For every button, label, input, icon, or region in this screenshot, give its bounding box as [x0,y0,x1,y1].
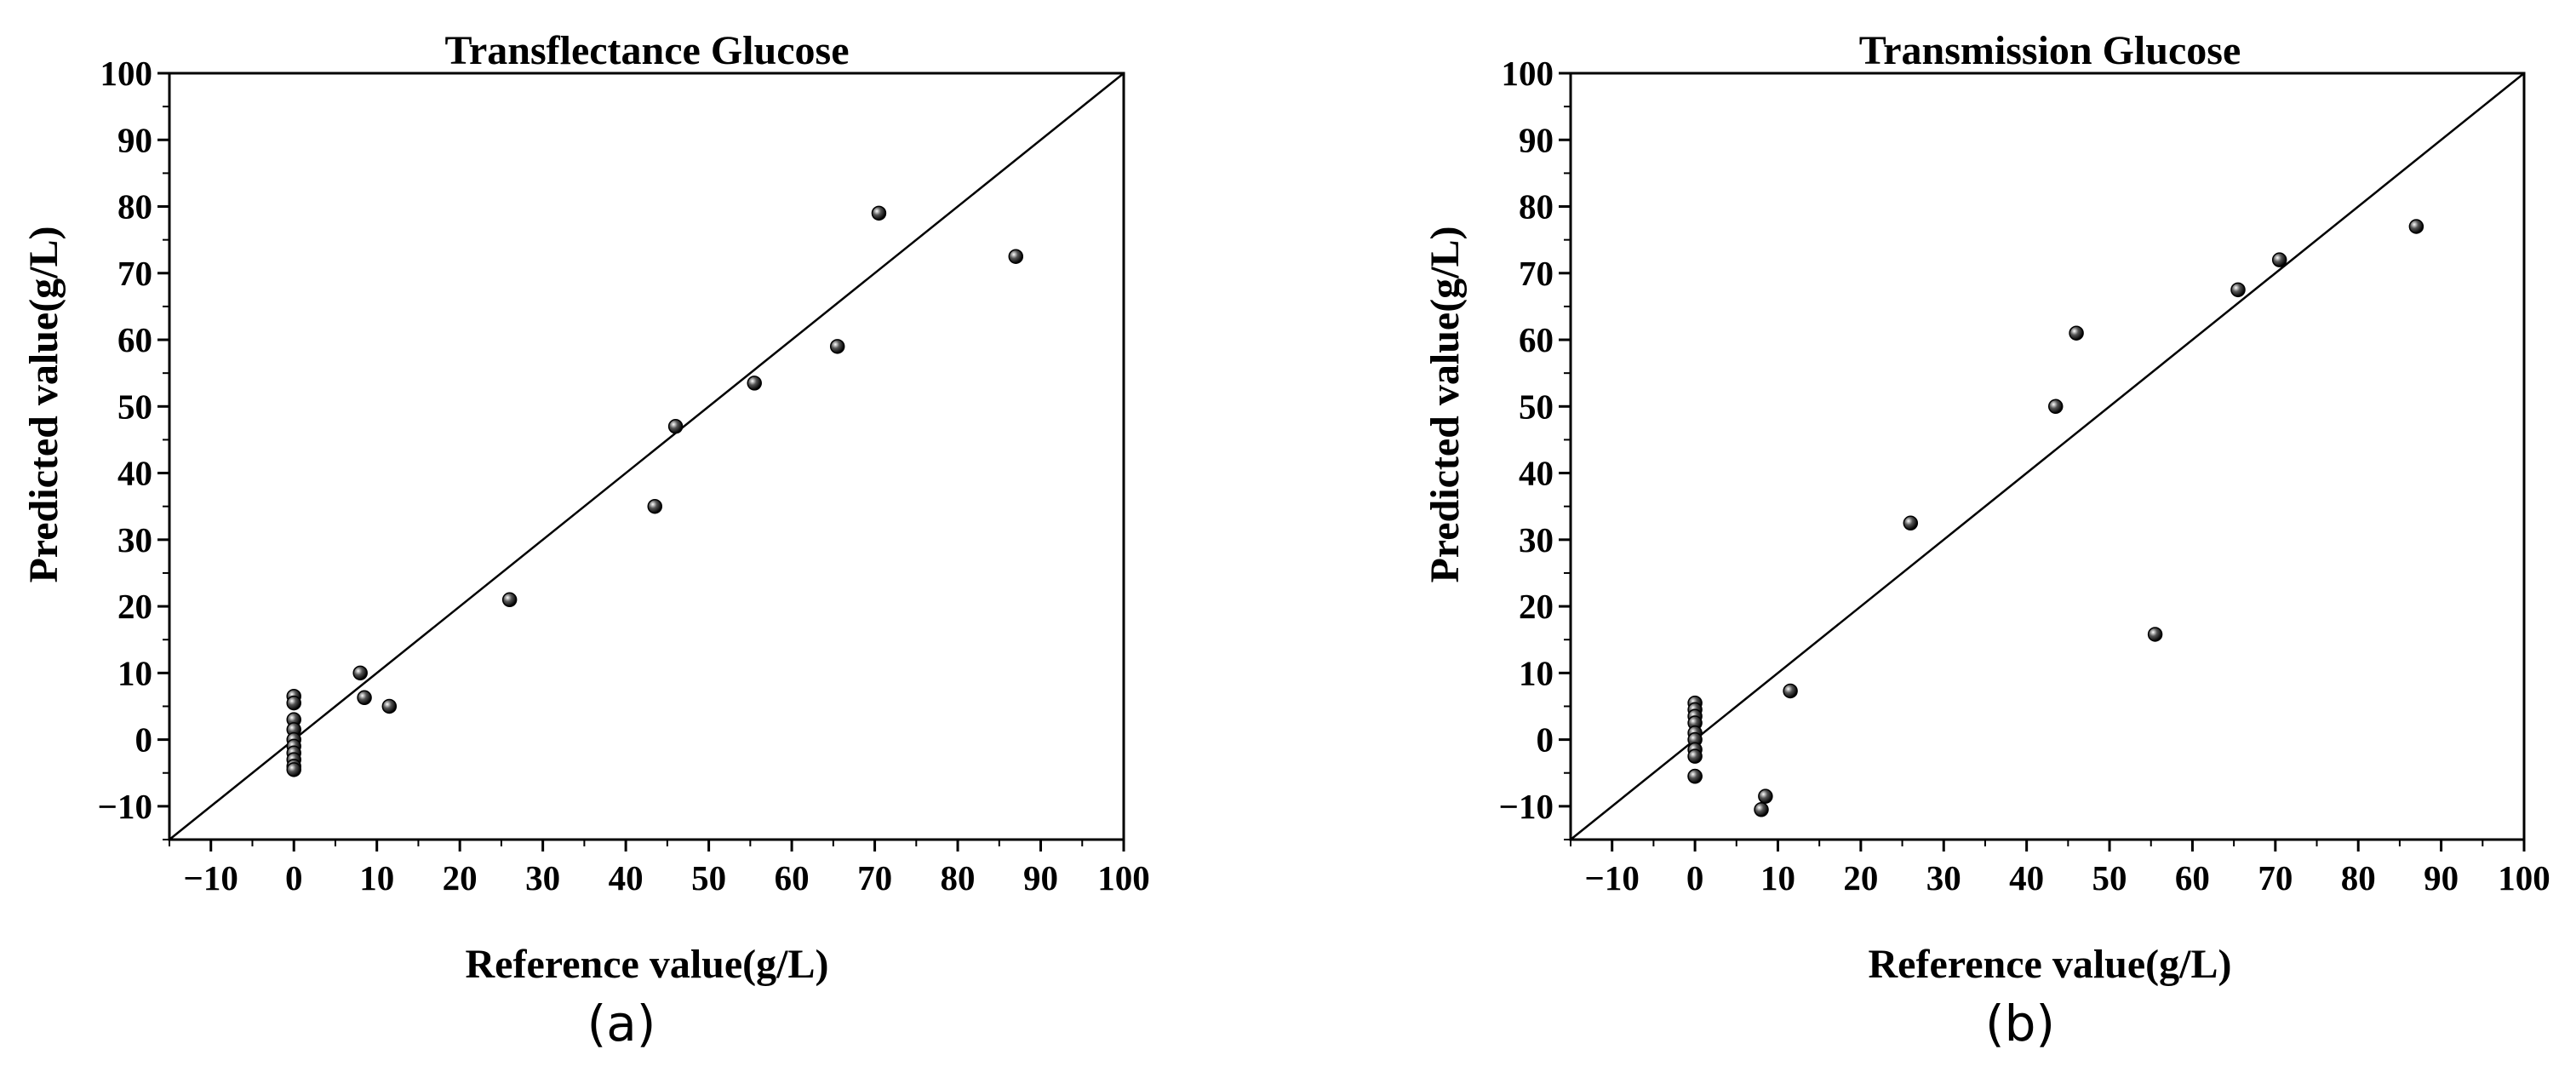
data-point [2069,325,2084,341]
panel-label: (a) [587,995,656,1052]
x-tick-label: 60 [775,858,810,897]
identity-line [1570,72,2525,840]
data-point [1008,249,1024,264]
data-point [647,498,662,514]
y-tick-label: 70 [117,254,152,293]
x-tick-label: 60 [2175,858,2210,897]
plot-frame [168,72,1125,841]
x-tick-label: 40 [609,858,644,897]
y-tick-label: 30 [1519,520,1554,559]
data-point [829,339,845,354]
x-tick-label: 90 [1023,858,1058,897]
data-point [286,762,301,777]
y-tick-label: 20 [1519,587,1554,626]
chart-title: Transmission Glucose [1859,28,2241,73]
y-tick-label: 30 [117,520,152,559]
y-tick-label: 80 [1519,187,1554,226]
x-tick-label: 100 [2498,858,2550,897]
y-tick-label: 80 [117,187,152,226]
plot-frame [1569,72,2526,841]
x-tick-label: 10 [359,858,394,897]
data-point [381,698,398,714]
x-tick-label: −10 [184,858,238,897]
y-tick-label: 100 [1502,54,1554,93]
x-tick-label: 0 [1686,858,1704,897]
data-point [1783,683,1798,699]
data-point [2271,252,2287,267]
y-axis-label: Predicted value(g/L) [21,226,66,582]
x-tick-label: 0 [285,858,303,897]
y-tick-label: 10 [117,653,152,692]
y-tick-label: 70 [1519,254,1554,293]
y-tick-label: 20 [117,587,152,626]
data-point [1903,515,1919,531]
x-tick-label: 30 [525,858,560,897]
identity-line [169,72,1125,840]
x-axis-label: Reference value(g/L) [466,942,829,987]
y-tick-label: −10 [1499,787,1554,826]
y-axis-label: Predicted value(g/L) [1423,226,1468,582]
data-point [871,205,887,221]
x-tick-label: 80 [2341,858,2376,897]
y-tick-label: 60 [1519,320,1554,359]
scatter-panel-transflectance: Transflectance Glucose Reference value(g… [21,28,1150,1052]
data-point [2230,282,2246,298]
y-tick-label: 10 [1519,653,1554,692]
plot-area: −10 0 10 20 30 40 50 60 70 80 90 100 −10 0 10 20 30 40 50 6… [98,54,1150,897]
y-tick-label: 90 [1519,120,1554,159]
scatter-panel-transmission: Transmission Glucose Reference value(g/L… [1423,28,2550,1052]
x-tick-label: 50 [2092,858,2127,897]
x-tick-label: 100 [1097,858,1150,897]
plot-area: −10 0 10 20 30 40 50 60 70 80 90 100 −10 0 10 20 30 40 50 6… [1499,54,2550,897]
data-point [286,695,301,711]
data-point [1687,748,1703,764]
data-point [1758,788,1773,804]
y-tick-label: −10 [98,787,152,826]
x-tick-label: 20 [1843,858,1878,897]
y-tick-label: 50 [117,387,152,426]
x-tick-label: 20 [443,858,478,897]
x-tick-label: 90 [2424,858,2459,897]
x-tick-label: −10 [1585,858,1640,897]
x-tick-label: 30 [1926,858,1961,897]
data-point [1687,768,1703,784]
y-tick-label: 40 [1519,454,1554,493]
y-tick-label: 40 [117,454,152,493]
y-tick-label: 0 [1537,720,1554,760]
x-tick-label: 80 [941,858,976,897]
y-tick-label: 90 [117,120,152,159]
data-point [501,592,518,608]
data-point [667,419,684,434]
chart-title: Transflectance Glucose [444,28,849,73]
data-point [2408,219,2424,234]
y-tick-label: 0 [135,720,153,760]
panel-label: (b) [1985,995,2055,1052]
x-tick-label: 70 [857,858,892,897]
x-tick-label: 70 [2258,858,2293,897]
data-point [2147,627,2163,642]
data-point [352,665,368,681]
data-point [1754,802,1769,817]
y-tick-label: 50 [1519,387,1554,426]
y-tick-label: 100 [100,54,153,93]
data-point [357,690,372,706]
x-tick-label: 50 [691,858,726,897]
x-tick-label: 10 [1760,858,1795,897]
data-point [747,376,762,391]
data-point [2047,399,2064,415]
y-tick-label: 60 [117,320,152,359]
x-tick-label: 40 [2009,858,2044,897]
x-axis-label: Reference value(g/L) [1869,942,2232,987]
